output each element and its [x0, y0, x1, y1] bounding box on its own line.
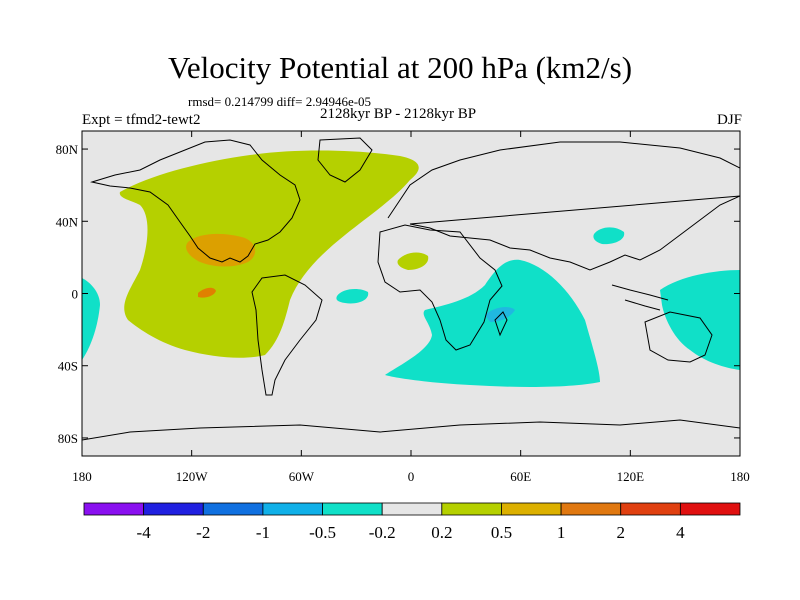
negative-region-indian-ocean [385, 259, 600, 387]
colorbar-label: 2 [616, 523, 625, 542]
colorbar-label: -0.5 [309, 523, 336, 542]
colorbar-swatch [83, 502, 145, 516]
positive-region-mexico [186, 233, 256, 267]
y-tick-label: 40S [58, 359, 78, 374]
x-tick-label: 180 [730, 469, 750, 484]
positive-region-americas [119, 150, 419, 358]
colorbar-label: 1 [557, 523, 566, 542]
colorbar-label: -0.2 [369, 523, 396, 542]
y-tick-label: 80S [58, 431, 78, 446]
x-tick-label: 60E [510, 469, 531, 484]
y-tick-label: 40N [56, 214, 79, 229]
colorbar-swatch [501, 502, 562, 516]
coastline-madagascar [494, 311, 508, 337]
colorbar-label: 4 [676, 523, 685, 542]
negative-region-date-line [82, 278, 100, 360]
colorbar-label: -2 [196, 523, 210, 542]
coastline-indonesia [611, 284, 669, 311]
coastline-eurasia [387, 141, 740, 271]
colorbar-swatch [322, 502, 383, 516]
negative-region-west-pacific [660, 270, 740, 370]
stats-text: rmsd= 0.214799 diff= 2.94946e-05 [188, 94, 372, 109]
colorbar-swatch [679, 502, 741, 516]
coastline-south-america [251, 274, 323, 396]
x-tick-label: 180 [72, 469, 92, 484]
coastline-africa [377, 224, 503, 351]
colorbar-swatch [560, 502, 622, 516]
colorbar: -4 -2 -1 -0.5 -0.2 0.2 0.5 1 2 4 [83, 502, 741, 542]
colorbar-label: -4 [137, 523, 152, 542]
negative-region-central-asia [593, 227, 625, 245]
period-label: 2128kyr BP - 2128kyr BP [320, 106, 477, 122]
colorbar-label: -1 [256, 523, 270, 542]
y-axis-ticks: 80N 40N 0 40S 80S [56, 142, 740, 446]
coastline-australia [644, 311, 713, 363]
positive-region-eastern-pacific [198, 287, 216, 298]
negative-region-atlantic [336, 288, 369, 304]
colorbar-swatch [620, 502, 681, 516]
coastline-north-america [90, 139, 301, 263]
positive-region-north-africa [397, 252, 429, 270]
contour-fills [82, 150, 740, 387]
colorbar-swatch [202, 502, 264, 516]
coastlines [82, 137, 740, 441]
plot-title: Velocity Potential at 200 hPa (km2/s) [167, 50, 633, 85]
x-tick-label: 120E [617, 469, 645, 484]
y-tick-label: 0 [72, 287, 79, 302]
x-tick-label: 0 [408, 469, 415, 484]
experiment-label: Expt = tfmd2-tewt2 [82, 112, 201, 128]
colorbar-swatch [381, 502, 443, 516]
x-tick-label: 120W [176, 469, 209, 484]
colorbar-swatch [441, 502, 502, 516]
colorbar-swatch [262, 502, 323, 516]
colorbar-swatch [143, 502, 204, 516]
season-label: DJF [716, 112, 742, 128]
x-tick-label: 60W [289, 469, 315, 484]
coastline-antarctica [82, 419, 740, 441]
y-tick-label: 80N [56, 142, 79, 157]
x-axis-ticks: 180 120W 60W 0 60E 120E 180 [72, 131, 750, 484]
colorbar-label: 0.5 [491, 523, 512, 542]
coastline-greenland [317, 137, 373, 183]
colorbar-label: 0.2 [431, 523, 452, 542]
